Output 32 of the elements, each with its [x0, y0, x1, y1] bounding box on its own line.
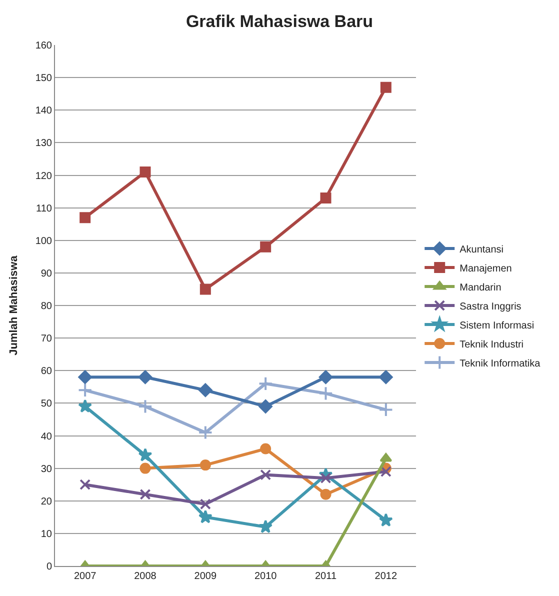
y-tick-label: 70: [40, 334, 52, 345]
y-tick-label: 130: [35, 138, 52, 150]
y-axis-title: Jumlah Mahasiswa: [8, 254, 20, 356]
y-tick-label: 90: [40, 268, 52, 280]
y-tick-label: 40: [40, 431, 52, 442]
y-tick-label: 60: [40, 366, 52, 378]
y-tick-label: 20: [40, 496, 52, 508]
y-tick-label: 150: [35, 73, 52, 84]
y-tick-label: 0: [46, 562, 52, 572]
x-tick-label: 2008: [134, 571, 157, 582]
y-tick-label: 30: [40, 464, 52, 475]
chart-title: Grafik Mahasiswa Baru: [186, 12, 374, 31]
legend-label: Teknik Industri: [460, 339, 524, 350]
x-tick-label: 2011: [314, 571, 337, 582]
legend-label: Sistem Informasi: [460, 320, 534, 332]
legend-label: Mandarin: [460, 282, 502, 294]
y-tick-label: 120: [35, 170, 52, 182]
y-tick-label: 50: [40, 398, 52, 410]
y-tick-label: 80: [40, 301, 52, 312]
y-tick-label: 110: [36, 203, 52, 214]
legend-label: Akuntansi: [460, 244, 504, 256]
x-tick-label: 2007: [74, 571, 97, 582]
x-tick-label: 2010: [254, 571, 278, 582]
x-tick-label: 2009: [194, 571, 217, 582]
y-tick-label: 160: [35, 40, 52, 52]
legend-label: Manajemen: [460, 263, 512, 274]
y-tick-label: 100: [35, 236, 52, 247]
legend-label: Teknik Informatika: [460, 358, 541, 370]
legend-label: Sastra Inggris: [460, 301, 522, 312]
y-tick-label: 10: [40, 528, 52, 540]
x-tick-label: 2012: [374, 571, 398, 582]
y-tick-label: 140: [35, 106, 52, 117]
